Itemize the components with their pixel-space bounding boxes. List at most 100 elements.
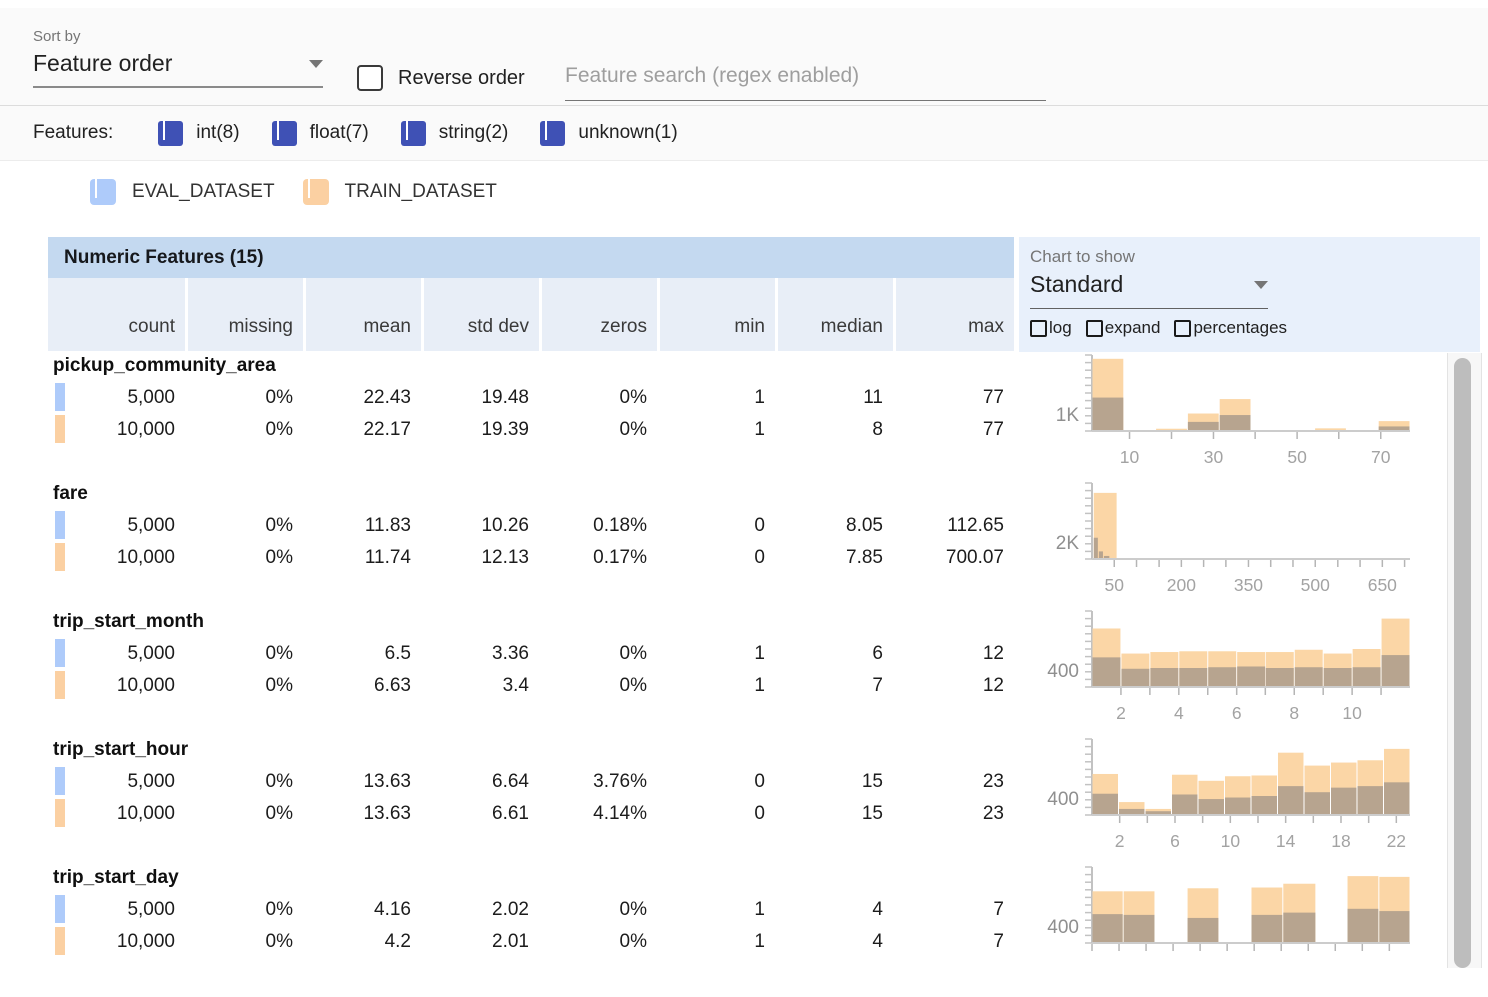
chart-to-show-label: Chart to show bbox=[1030, 247, 1480, 267]
stat-value: 4.14% bbox=[539, 799, 657, 829]
stat-value: 0.17% bbox=[539, 543, 657, 573]
eval-dataset-label: EVAL_DATASET bbox=[132, 181, 275, 203]
unknown-checkbox[interactable] bbox=[540, 121, 565, 146]
filter-float-label: float(7) bbox=[310, 122, 369, 144]
stat-value: 8 bbox=[775, 415, 893, 445]
svg-text:6: 6 bbox=[1170, 831, 1180, 851]
stat-value: 23 bbox=[893, 767, 1014, 797]
filter-unknown[interactable]: unknown(1) bbox=[540, 121, 677, 146]
svg-text:4: 4 bbox=[1174, 703, 1184, 723]
expand-checkbox[interactable] bbox=[1086, 320, 1103, 337]
stat-value: 6.5 bbox=[303, 639, 421, 669]
svg-text:8: 8 bbox=[1289, 703, 1299, 723]
filter-string[interactable]: string(2) bbox=[401, 121, 509, 146]
stat-value: 5,000 bbox=[48, 511, 185, 541]
stat-value: 5,000 bbox=[48, 639, 185, 669]
filter-int-label: int(8) bbox=[196, 122, 239, 144]
col-median: median bbox=[775, 278, 893, 351]
percentages-option[interactable]: percentages bbox=[1174, 318, 1287, 338]
search-input[interactable] bbox=[565, 60, 1046, 101]
check-icon bbox=[308, 179, 310, 198]
svg-text:2: 2 bbox=[1116, 703, 1126, 723]
col-missing: missing bbox=[185, 278, 303, 351]
scrollbar-thumb[interactable] bbox=[1454, 358, 1471, 968]
feature-search bbox=[565, 60, 1046, 101]
float-checkbox[interactable] bbox=[272, 121, 297, 146]
col-mean: mean bbox=[303, 278, 421, 351]
sort-by-value[interactable]: Feature order bbox=[33, 50, 172, 77]
string-checkbox[interactable] bbox=[401, 121, 426, 146]
svg-text:400: 400 bbox=[1047, 789, 1079, 810]
sort-by-label: Sort by bbox=[33, 28, 323, 45]
feature-name: trip_start_month bbox=[53, 611, 204, 633]
numeric-features-header: Numeric Features (15) bbox=[48, 237, 1014, 278]
chart-type-dropdown[interactable]: Standard bbox=[1030, 269, 1268, 309]
chevron-down-icon[interactable] bbox=[309, 60, 323, 68]
stat-value: 4.2 bbox=[303, 927, 421, 957]
feature-type-filter-bar: Features: int(8) float(7) string(2) unkn… bbox=[0, 106, 1488, 161]
stat-value: 0% bbox=[185, 543, 303, 573]
filter-unknown-label: unknown(1) bbox=[578, 122, 677, 144]
stat-value: 12 bbox=[893, 639, 1014, 669]
chart-type-value[interactable]: Standard bbox=[1030, 271, 1123, 298]
reverse-order-label: Reverse order bbox=[398, 67, 525, 90]
stat-value: 3.36 bbox=[421, 639, 539, 669]
log-checkbox[interactable] bbox=[1030, 320, 1047, 337]
check-icon bbox=[95, 179, 97, 198]
stat-value: 0% bbox=[539, 927, 657, 957]
stat-value: 7.85 bbox=[775, 543, 893, 573]
stat-value: 0% bbox=[185, 927, 303, 957]
svg-text:400: 400 bbox=[1047, 661, 1079, 682]
svg-text:14: 14 bbox=[1276, 831, 1296, 851]
stat-value: 10,000 bbox=[48, 543, 185, 573]
percentages-checkbox[interactable] bbox=[1174, 320, 1191, 337]
eval-dataset-checkbox[interactable] bbox=[90, 179, 116, 205]
log-option[interactable]: log bbox=[1030, 318, 1072, 338]
log-label: log bbox=[1049, 318, 1072, 338]
stat-value: 12 bbox=[893, 671, 1014, 701]
chevron-down-icon[interactable] bbox=[1254, 281, 1268, 289]
sort-by-dropdown[interactable]: Sort by Feature order bbox=[33, 28, 323, 88]
train-dataset-toggle[interactable]: TRAIN_DATASET bbox=[303, 179, 497, 205]
stat-value: 10,000 bbox=[48, 927, 185, 957]
stat-value: 112.65 bbox=[893, 511, 1014, 541]
expand-option[interactable]: expand bbox=[1086, 318, 1161, 338]
stat-value: 0% bbox=[539, 671, 657, 701]
eval-dataset-toggle[interactable]: EVAL_DATASET bbox=[90, 179, 275, 205]
stat-value: 2.02 bbox=[421, 895, 539, 925]
stat-value: 10,000 bbox=[48, 415, 185, 445]
stat-value: 0% bbox=[185, 639, 303, 669]
train-dataset-checkbox[interactable] bbox=[303, 179, 329, 205]
stat-value: 6.61 bbox=[421, 799, 539, 829]
percentages-label: percentages bbox=[1193, 318, 1287, 338]
stat-value: 13.63 bbox=[303, 799, 421, 829]
col-min: min bbox=[657, 278, 775, 351]
stat-value: 4.16 bbox=[303, 895, 421, 925]
filter-float[interactable]: float(7) bbox=[272, 121, 369, 146]
reverse-order-checkbox[interactable] bbox=[357, 65, 383, 91]
reverse-order-control[interactable]: Reverse order bbox=[357, 65, 525, 91]
stat-value: 0 bbox=[657, 543, 775, 573]
stat-value: 5,000 bbox=[48, 383, 185, 413]
feature-name: trip_start_hour bbox=[53, 739, 188, 761]
stat-value: 10,000 bbox=[48, 799, 185, 829]
stat-value: 12.13 bbox=[421, 543, 539, 573]
stat-value: 5,000 bbox=[48, 767, 185, 797]
svg-text:18: 18 bbox=[1331, 831, 1350, 851]
stat-value: 77 bbox=[893, 383, 1014, 413]
stat-value: 5,000 bbox=[48, 895, 185, 925]
stat-value: 1 bbox=[657, 895, 775, 925]
int-checkbox[interactable] bbox=[158, 121, 183, 146]
filter-int[interactable]: int(8) bbox=[158, 121, 239, 146]
stat-value: 0% bbox=[539, 383, 657, 413]
svg-text:10: 10 bbox=[1342, 703, 1362, 723]
